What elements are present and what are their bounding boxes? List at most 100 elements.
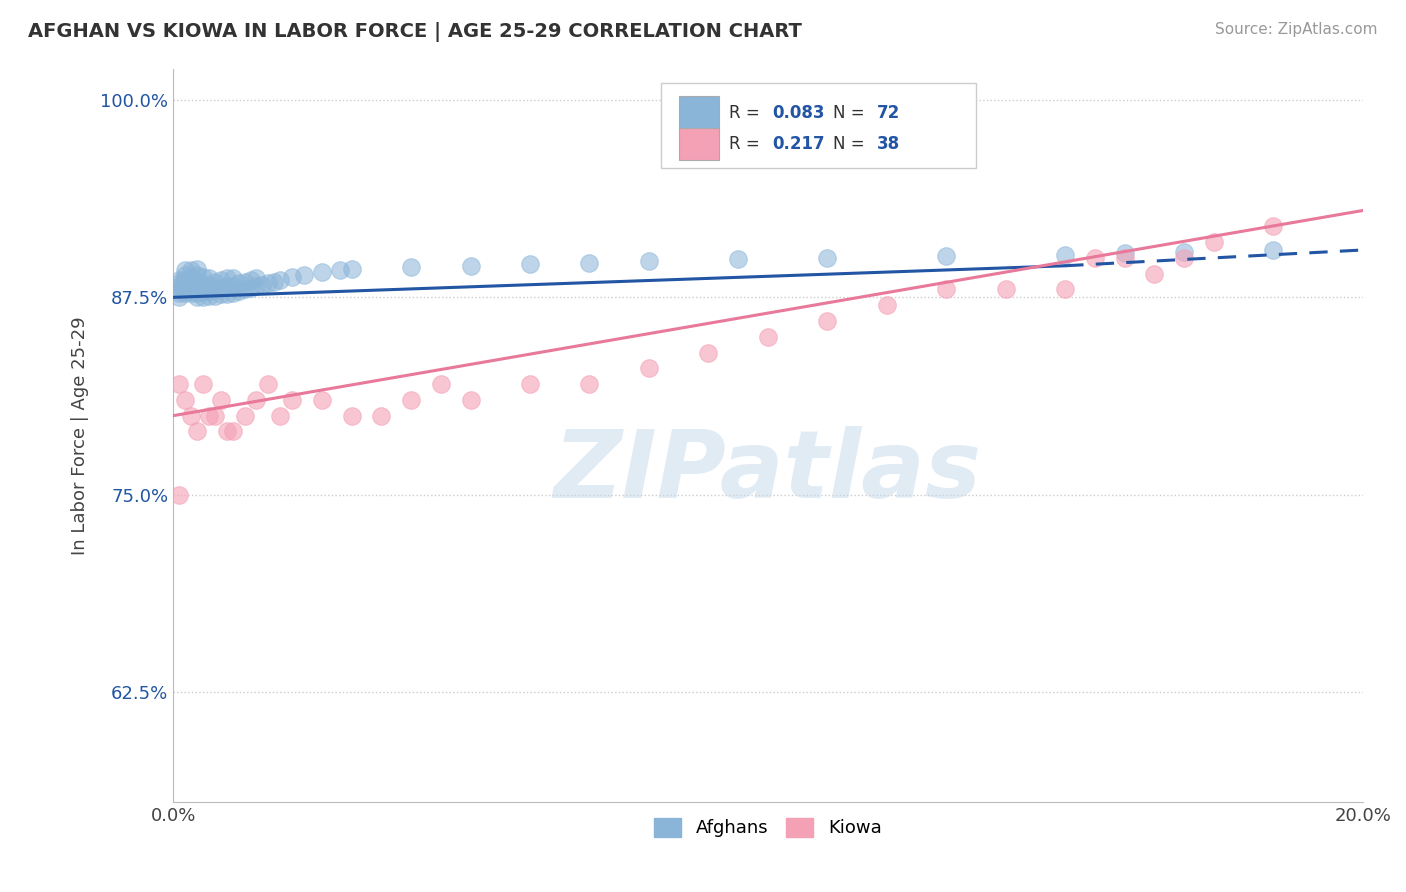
Text: N =: N =: [834, 135, 870, 153]
Point: [1173, 251, 1195, 265]
Point: [204, 289, 226, 303]
Point: [1054, 282, 1077, 296]
Text: 72: 72: [877, 103, 901, 121]
Point: [233, 275, 256, 289]
Point: [174, 273, 197, 287]
Text: Source: ZipAtlas.com: Source: ZipAtlas.com: [1215, 22, 1378, 37]
Point: [186, 268, 208, 283]
Point: [167, 487, 190, 501]
Legend: Afghans, Kiowa: Afghans, Kiowa: [647, 811, 889, 845]
Point: [1114, 251, 1136, 265]
Point: [167, 282, 190, 296]
Point: [221, 271, 243, 285]
Point: [167, 377, 190, 392]
Point: [1054, 248, 1077, 262]
Point: [263, 275, 285, 289]
Point: [186, 285, 208, 300]
Point: [994, 282, 1017, 296]
Point: [245, 279, 267, 293]
Point: [180, 269, 202, 284]
Text: R =: R =: [728, 103, 765, 121]
Point: [180, 409, 202, 423]
Point: [198, 284, 221, 298]
Point: [209, 273, 232, 287]
Point: [191, 284, 214, 298]
Point: [186, 425, 208, 439]
FancyBboxPatch shape: [679, 128, 718, 161]
Point: [209, 392, 232, 407]
Point: [727, 252, 749, 267]
Point: [204, 275, 226, 289]
Text: AFGHAN VS KIOWA IN LABOR FORCE | AGE 25-29 CORRELATION CHART: AFGHAN VS KIOWA IN LABOR FORCE | AGE 25-…: [28, 22, 801, 42]
Point: [198, 409, 221, 423]
Point: [519, 377, 541, 392]
Point: [198, 271, 221, 285]
Text: R =: R =: [728, 135, 765, 153]
Point: [209, 287, 232, 301]
Point: [221, 425, 243, 439]
Point: [252, 277, 274, 292]
Point: [180, 285, 202, 300]
Point: [174, 263, 197, 277]
Point: [1084, 251, 1107, 265]
Point: [281, 392, 304, 407]
Point: [239, 281, 262, 295]
Point: [215, 271, 238, 285]
Point: [186, 261, 208, 276]
Point: [245, 271, 267, 285]
Point: [209, 281, 232, 295]
Point: [215, 279, 238, 293]
Point: [399, 260, 422, 275]
Point: [215, 287, 238, 301]
Point: [340, 261, 363, 276]
Point: [174, 282, 197, 296]
Point: [191, 377, 214, 392]
Point: [191, 269, 214, 284]
Point: [228, 284, 250, 298]
Point: [281, 269, 304, 284]
Point: [340, 409, 363, 423]
Point: [191, 277, 214, 292]
Point: [1263, 219, 1285, 234]
Point: [370, 409, 392, 423]
Point: [399, 392, 422, 407]
Point: [245, 392, 267, 407]
Point: [430, 377, 453, 392]
Point: [239, 273, 262, 287]
Point: [257, 276, 280, 290]
Point: [815, 314, 838, 328]
Point: [519, 257, 541, 271]
Point: [204, 409, 226, 423]
Point: [191, 290, 214, 304]
Point: [186, 290, 208, 304]
Point: [180, 279, 202, 293]
Point: [1263, 243, 1285, 257]
Point: [204, 282, 226, 296]
FancyBboxPatch shape: [661, 83, 976, 168]
Point: [221, 285, 243, 300]
Text: 0.217: 0.217: [773, 135, 825, 153]
Point: [228, 276, 250, 290]
Point: [167, 290, 190, 304]
Point: [186, 275, 208, 289]
Point: [221, 279, 243, 293]
Point: [174, 392, 197, 407]
Point: [257, 377, 280, 392]
FancyBboxPatch shape: [679, 96, 718, 128]
Point: [186, 281, 208, 295]
Point: [935, 282, 957, 296]
Point: [180, 275, 202, 289]
Point: [215, 425, 238, 439]
Point: [578, 255, 600, 269]
Point: [292, 268, 315, 283]
Point: [233, 409, 256, 423]
Point: [460, 392, 482, 407]
Point: [167, 279, 190, 293]
Point: [1114, 246, 1136, 260]
Text: 38: 38: [877, 135, 900, 153]
Point: [935, 249, 957, 263]
Point: [269, 409, 291, 423]
Point: [174, 268, 197, 283]
Point: [198, 277, 221, 292]
Point: [198, 289, 221, 303]
